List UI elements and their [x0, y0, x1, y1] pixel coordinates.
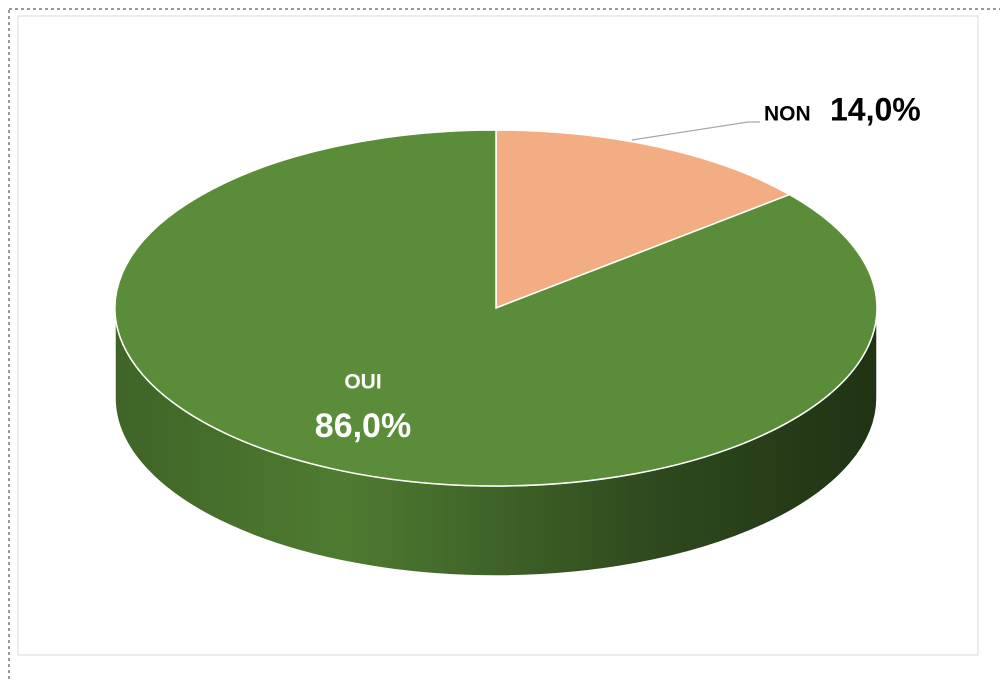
- category-label: NON: [764, 103, 811, 126]
- pie: [114, 129, 878, 577]
- category-label: OUI: [344, 371, 381, 394]
- pie-slice: [114, 129, 878, 487]
- value-label: 14,0%: [830, 91, 921, 127]
- value-label: 86,0%: [315, 407, 411, 445]
- pie-slice: [495, 129, 792, 310]
- leader-line: [631, 121, 760, 141]
- outer-frame: [8, 8, 1000, 681]
